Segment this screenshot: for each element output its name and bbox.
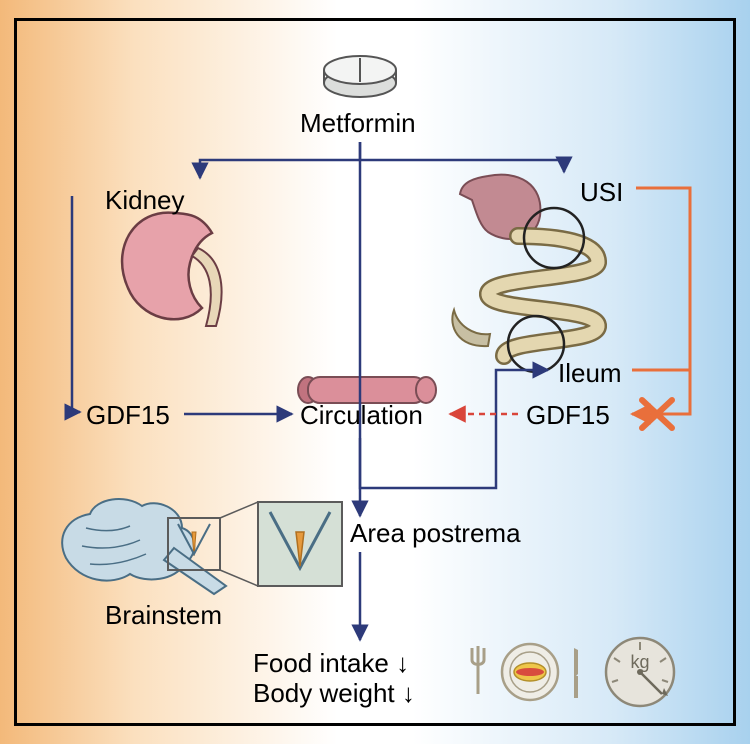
- label-food-intake: Food intake ↓: [253, 648, 409, 679]
- brainstem-icon: [62, 499, 342, 594]
- label-kidney: Kidney: [105, 185, 185, 216]
- plate-icon: [472, 644, 578, 700]
- label-brainstem: Brainstem: [105, 600, 222, 631]
- label-metformin: Metformin: [300, 108, 416, 139]
- diagram-canvas: kg: [0, 0, 750, 744]
- pill-icon: [324, 56, 396, 97]
- label-usi: USI: [580, 177, 623, 208]
- label-area-postrema: Area postrema: [350, 518, 521, 549]
- label-ileum: Ileum: [558, 358, 622, 389]
- scale-icon: kg: [606, 638, 674, 706]
- label-gdf15-left: GDF15: [86, 400, 170, 431]
- intestine-icon: [452, 175, 598, 372]
- label-gdf15-right: GDF15: [526, 400, 610, 431]
- label-circulation: Circulation: [300, 400, 423, 431]
- arrows-orange: [632, 188, 690, 414]
- kidney-icon: [122, 213, 222, 326]
- label-body-weight: Body weight ↓: [253, 678, 415, 709]
